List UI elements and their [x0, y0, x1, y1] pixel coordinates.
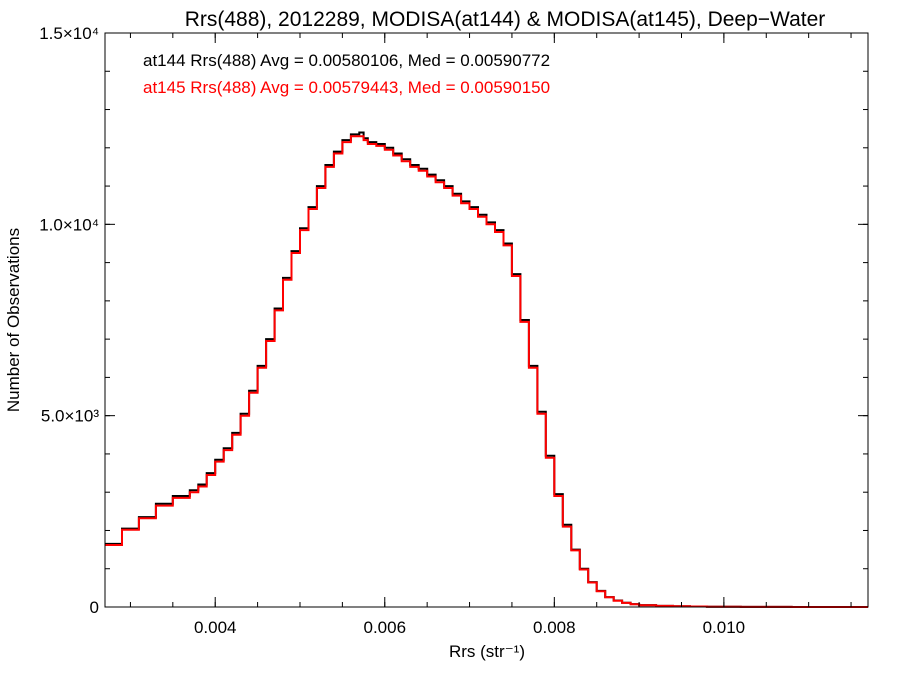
series-line-at145: [105, 135, 868, 608]
series-line-at144: [105, 131, 868, 608]
plot-data-layer: [105, 131, 868, 608]
chart-title: Rrs(488), 2012289, MODISA(at144) & MODIS…: [185, 8, 826, 31]
x-axis-label: Rrs (str⁻¹): [449, 642, 525, 661]
axes-layer: 0.004 0.006 0.008 0.010 0 5.0×10³ 1.0×10⁴ 1.5×1…: [39, 24, 868, 637]
annotation-at145: at145 Rrs(488) Avg = 0.00579443, Med = 0…: [143, 78, 550, 97]
x-tick-label: 0.010: [703, 618, 746, 637]
y-tick-label: 5.0×10³: [41, 407, 99, 426]
y-tick-label: 1.0×10⁴: [39, 215, 99, 234]
annotation-at144: at144 Rrs(488) Avg = 0.00580106, Med = 0…: [143, 51, 550, 70]
plot-frame: [104, 32, 869, 608]
y-tick-label: 1.5×10⁴: [39, 24, 99, 43]
y-axis-label: Number of Observations: [4, 228, 23, 412]
x-tick-label: 0.004: [194, 618, 237, 637]
x-tick-label: 0.008: [533, 618, 576, 637]
y-tick-label: 0: [90, 598, 99, 617]
x-tick-label: 0.006: [363, 618, 406, 637]
